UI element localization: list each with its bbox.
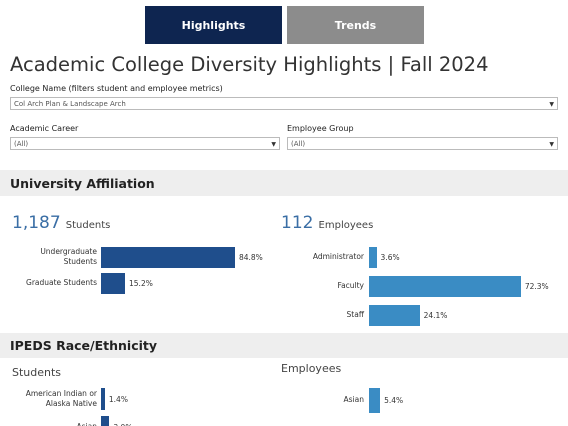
category-label: Faculty	[337, 281, 364, 290]
dropdown[interactable]: (All) ▼	[287, 137, 558, 150]
category-label: Asian	[7, 412, 97, 426]
category-label: Asian	[343, 395, 364, 404]
bar	[369, 304, 420, 326]
category-label: Graduate Students	[26, 278, 97, 287]
filter-label: Employee Group	[287, 124, 354, 133]
value-label: 3.6%	[380, 252, 400, 262]
filter-label: College Name (filters student and employ…	[10, 84, 223, 93]
bar	[369, 246, 377, 268]
category-label: Undergraduate Students	[40, 247, 97, 266]
dropdown-value: (All)	[291, 140, 306, 148]
category-label: Staff	[346, 310, 364, 319]
count: 1,187	[12, 213, 61, 233]
student-count: 1,187 Students	[12, 213, 110, 233]
dropdown-value: Col Arch Plan & Landscape Arch	[14, 100, 126, 108]
value-label: 15.2%	[129, 278, 153, 288]
value-label: 24.1%	[423, 310, 448, 320]
title: Academic College Diversity Highlights | …	[10, 53, 489, 76]
bar	[101, 272, 126, 294]
value-label: 84.8%	[238, 252, 263, 262]
section-heading: IPEDS Race/Ethnicity	[0, 333, 568, 358]
tab-trends[interactable]: Trends	[287, 6, 424, 44]
category-label: Administrator	[312, 252, 364, 261]
category-label: American Indian or Alaska Native	[25, 389, 97, 408]
value-label: 72.3%	[524, 281, 549, 291]
subheading: Employees	[281, 362, 342, 375]
count: 112	[281, 213, 314, 233]
tab-highlights[interactable]: Highlights	[145, 6, 282, 44]
dropdown-arrow: ▼	[549, 141, 554, 148]
bar	[101, 388, 105, 410]
subheading: Students	[12, 366, 62, 379]
dropdown[interactable]: Col Arch Plan & Landscape Arch ▼	[10, 97, 558, 110]
employee-count: 112 Employees	[281, 213, 373, 233]
bar	[101, 416, 110, 426]
dropdown[interactable]: (All) ▼	[10, 137, 280, 150]
value-label: 3.0%	[113, 416, 132, 426]
dropdown-value: (All)	[14, 140, 29, 148]
dropdown-arrow: ▼	[271, 141, 276, 148]
value-label: 5.4%	[384, 395, 404, 405]
section-heading: University Affiliation	[0, 170, 568, 196]
value-label: 1.4%	[108, 394, 128, 404]
bar	[369, 275, 521, 297]
count-label: Students	[65, 220, 111, 231]
dropdown-arrow: ▼	[549, 101, 554, 108]
bar	[369, 387, 381, 413]
filter-label: Academic Career	[10, 124, 79, 133]
count-label: Employees	[318, 220, 374, 231]
bar	[101, 246, 235, 268]
